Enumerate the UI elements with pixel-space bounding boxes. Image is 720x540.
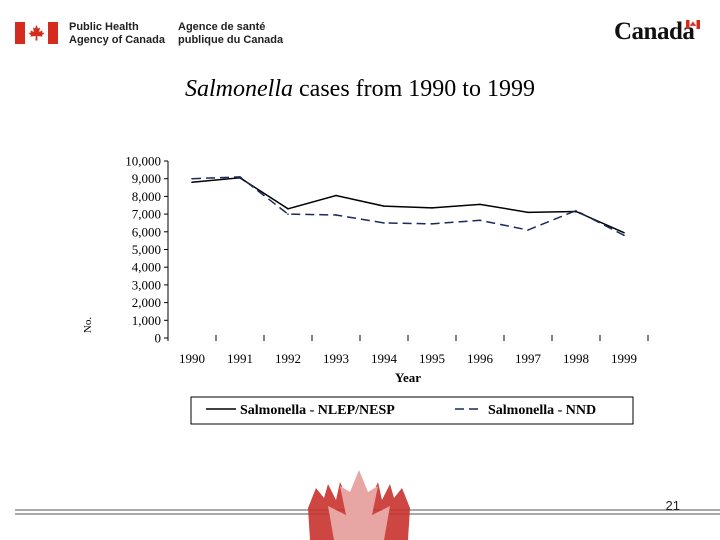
- agency-en-line-2: Agency of Canada: [69, 33, 165, 46]
- title-italic-part: Salmonella: [185, 76, 294, 102]
- data-point: [479, 219, 481, 222]
- header-bar: Public Health Agency of Canada Agence de…: [0, 0, 720, 60]
- data-point: [623, 234, 625, 237]
- wordmark-flag-icon: [686, 20, 700, 29]
- title-rest: cases from 1990 to 1999: [293, 76, 535, 102]
- x-tick-label: 1992: [275, 351, 301, 366]
- y-axis-label: No.: [82, 317, 94, 333]
- series-line-nlep-nesp: [191, 177, 625, 234]
- x-tick-label: 1997: [515, 351, 542, 366]
- y-tick-label: 9,000: [132, 171, 161, 186]
- x-tick-label: 1993: [323, 351, 349, 366]
- data-point: [383, 205, 385, 207]
- page-number: 21: [665, 498, 680, 513]
- data-point: [575, 209, 577, 212]
- data-point: [527, 229, 529, 231]
- data-point: [287, 213, 289, 215]
- data-point: [383, 222, 385, 224]
- agency-name-french: Agence de santé publique du Canada: [178, 21, 283, 46]
- legend-label: Salmonella - NND: [488, 403, 596, 418]
- data-point: [527, 211, 529, 214]
- data-point: [191, 177, 193, 180]
- data-point: [479, 203, 481, 206]
- x-tick-label: 1996: [467, 351, 494, 366]
- data-point: [623, 231, 625, 234]
- legend-box: [190, 396, 634, 425]
- y-tick-label: 1,000: [132, 313, 161, 328]
- y-tick-label: 0: [155, 331, 162, 346]
- y-tick-label: 10,000: [125, 154, 161, 169]
- x-tick-label: 1990: [179, 351, 205, 366]
- data-point: [335, 214, 337, 216]
- y-tick-label: 6,000: [132, 224, 161, 239]
- legend-label: Salmonella - NLEP/NESP: [240, 403, 395, 418]
- series-line-nnd: [191, 176, 625, 237]
- data-point: [287, 207, 289, 210]
- x-tick-label: 1991: [227, 351, 253, 366]
- y-tick-label: 2,000: [132, 295, 161, 310]
- agency-fr-line-2: publique du Canada: [178, 33, 284, 46]
- data-point: [239, 176, 241, 178]
- y-tick-label: 5,000: [132, 242, 161, 257]
- y-tick-label: 4,000: [132, 260, 161, 275]
- x-tick-label: 1999: [611, 351, 637, 366]
- y-tick-label: 8,000: [132, 189, 161, 204]
- data-point: [431, 223, 433, 225]
- data-point: [191, 181, 193, 184]
- data-point: [431, 207, 433, 209]
- agency-en-line-1: Public Health: [69, 21, 139, 33]
- y-tick-label: 3,000: [132, 277, 161, 292]
- slide-title: Salmonella cases from 1990 to 1999: [0, 76, 720, 103]
- data-point: [335, 194, 337, 197]
- maple-leaf-icon: [308, 470, 410, 540]
- x-tick-label: 1998: [563, 351, 589, 366]
- y-tick-label: 7,000: [132, 207, 161, 222]
- x-axis-label: Year: [395, 370, 421, 385]
- agency-fr-line-1: Agence de santé: [178, 21, 266, 33]
- agency-name-english: Public Health Agency of Canada: [69, 21, 165, 46]
- canada-wordmark: Canada: [614, 18, 695, 45]
- x-tick-label: 1994: [371, 351, 398, 366]
- x-tick-label: 1995: [419, 351, 445, 366]
- canada-flag-icon: [15, 22, 58, 44]
